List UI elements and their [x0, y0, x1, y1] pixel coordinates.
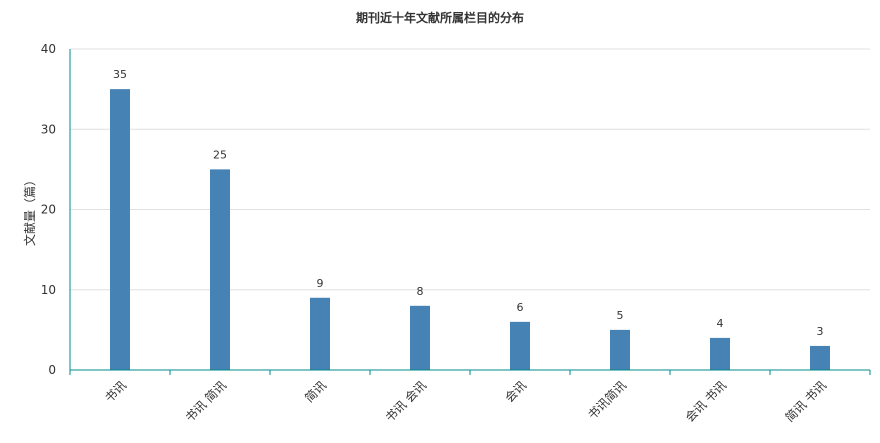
- data-labels: 35 25 9 8 6 5 4 3: [113, 68, 824, 338]
- bars: [110, 89, 830, 370]
- data-label: 25: [213, 148, 227, 161]
- bar: [510, 321, 530, 370]
- bar: [310, 297, 330, 370]
- x-tick-label: 简讯: [302, 378, 329, 405]
- data-label: 8: [417, 285, 424, 298]
- data-label: 4: [717, 317, 724, 330]
- bar: [810, 345, 830, 370]
- x-tick-labels: 书讯 书讯 简讯 简讯 书讯 会讯 会讯 书讯简讯 会讯 书讯 简讯 书讯: [102, 378, 829, 425]
- x-tick-label: 书讯简讯: [585, 378, 629, 422]
- data-label: 35: [113, 68, 127, 81]
- y-tick-labels: 0 10 20 30 40: [41, 42, 56, 377]
- x-tick-label: 书讯: [102, 378, 129, 405]
- y-tick-label: 10: [41, 283, 56, 297]
- y-tick-label: 20: [41, 203, 56, 217]
- x-tick-label: 会讯 书讯: [683, 378, 730, 425]
- data-label: 5: [617, 309, 624, 322]
- x-tick-label: 书讯 会讯: [383, 378, 430, 425]
- y-tick-label: 30: [41, 122, 56, 136]
- grid-lines: [70, 48, 870, 291]
- bar: [610, 329, 630, 370]
- y-axis-label: 文献量（篇）: [22, 174, 37, 246]
- y-tick-label: 0: [48, 363, 56, 377]
- bar: [410, 305, 430, 370]
- data-label: 9: [317, 277, 324, 290]
- x-tick-label: 书讯 简讯: [183, 378, 230, 425]
- y-tick-label: 40: [41, 42, 56, 56]
- bar: [110, 89, 130, 370]
- bar: [210, 169, 230, 370]
- x-tick-label: 简讯 书讯: [783, 378, 830, 425]
- data-label: 3: [817, 325, 824, 338]
- data-label: 6: [517, 301, 524, 314]
- axes: [69, 49, 871, 375]
- x-tick-label: 会讯: [502, 378, 529, 405]
- chart-title: 期刊近十年文献所属栏目的分布: [356, 10, 524, 25]
- bar: [710, 337, 730, 370]
